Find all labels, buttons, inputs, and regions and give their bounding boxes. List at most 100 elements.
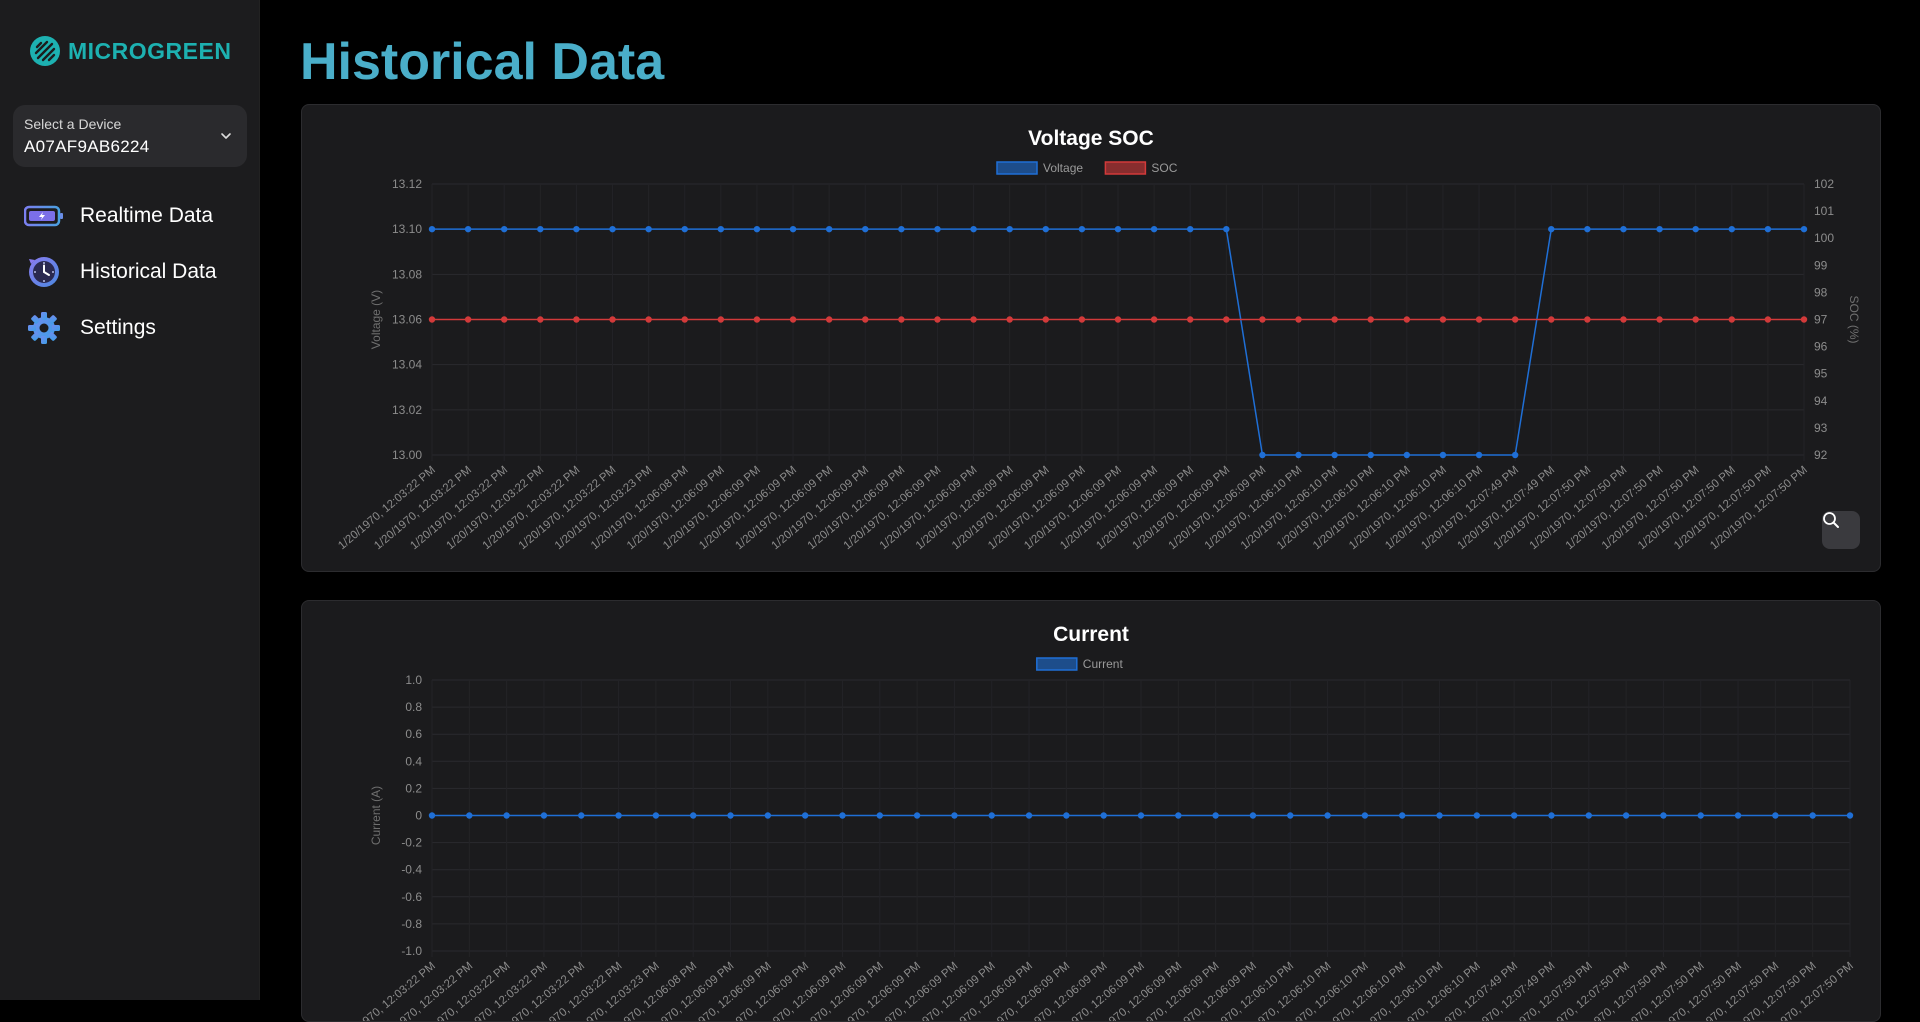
data-point-voltage — [754, 226, 760, 232]
data-point-voltage — [1079, 226, 1085, 232]
data-point-current — [989, 812, 995, 818]
y-tick-label: -1.0 — [401, 944, 422, 958]
y-tick-label: -0.4 — [401, 863, 422, 877]
sidebar-item-historical-data[interactable]: Historical Data — [0, 244, 259, 300]
data-point-current — [877, 812, 883, 818]
data-point-voltage — [609, 226, 615, 232]
zoom-button[interactable] — [1822, 511, 1860, 549]
legend-label: SOC — [1151, 161, 1177, 175]
data-point-current — [615, 812, 621, 818]
data-point-soc — [1187, 316, 1193, 322]
data-point-voltage — [501, 226, 507, 232]
data-point-voltage — [826, 226, 832, 232]
current-chart[interactable]: Current Current 1.0 0.8 0.6 0.4 0.2 0 -0.2 -0.4 -0… — [302, 601, 1880, 1021]
data-point-soc — [645, 316, 651, 322]
data-point-voltage — [1801, 226, 1807, 232]
y-tick-label: -0.6 — [401, 890, 422, 904]
data-point-current — [429, 812, 435, 818]
search-icon — [1822, 511, 1840, 529]
sidebar-item-label: Historical Data — [80, 260, 217, 284]
sidebar-item-realtime-data[interactable]: Realtime Data — [0, 188, 259, 244]
sidebar: MICROGREEN Select a Device A07AF9AB6224 — [0, 0, 260, 1000]
data-point-current — [1138, 812, 1144, 818]
data-point-current — [1362, 812, 1368, 818]
sidebar-item-label: Settings — [80, 316, 156, 340]
data-point-voltage — [1692, 226, 1698, 232]
data-point-current — [1511, 812, 1517, 818]
y-right-tick-label: 92 — [1814, 448, 1828, 462]
data-point-voltage — [1620, 226, 1626, 232]
y-right-tick-label: 95 — [1814, 367, 1828, 381]
y-right-tick-label: 102 — [1814, 177, 1834, 191]
data-point-soc — [1729, 316, 1735, 322]
data-point-soc — [862, 316, 868, 322]
data-point-soc — [898, 316, 904, 322]
data-point-soc — [1476, 316, 1482, 322]
chevron-down-icon — [219, 129, 233, 143]
data-point-soc — [1331, 316, 1337, 322]
data-point-soc — [1006, 316, 1012, 322]
data-point-current — [1847, 812, 1853, 818]
y-tick-label: 13.06 — [392, 313, 422, 327]
y-right-tick-label: 94 — [1814, 394, 1828, 408]
data-point-soc — [1512, 316, 1518, 322]
data-point-soc — [1801, 316, 1807, 322]
data-point-soc — [1043, 316, 1049, 322]
data-point-current — [1212, 812, 1218, 818]
device-select-value: A07AF9AB6224 — [24, 137, 150, 157]
data-point-voltage — [645, 226, 651, 232]
data-point-soc — [1115, 316, 1121, 322]
data-point-soc — [1404, 316, 1410, 322]
y-tick-label: 0.4 — [405, 754, 422, 768]
data-point-voltage — [465, 226, 471, 232]
data-point-soc — [754, 316, 760, 322]
y-right-tick-label: 101 — [1814, 204, 1834, 218]
current-chart-card: Current Current 1.0 0.8 0.6 0.4 0.2 0 -0.2 -0.4 -0… — [301, 600, 1881, 1022]
logo-text: MICROGREEN — [68, 38, 231, 65]
data-point-current — [1772, 812, 1778, 818]
data-point-current — [1287, 812, 1293, 818]
sidebar-item-settings[interactable]: Settings — [0, 300, 259, 356]
y-axis-title: Current (A) — [369, 786, 383, 845]
y-tick-label: 13.08 — [392, 267, 422, 281]
data-point-soc — [1692, 316, 1698, 322]
chart-title: Voltage SOC — [1028, 127, 1154, 150]
voltage-soc-chart[interactable]: Voltage SOC Voltage SOC 13.12 13.10 13.08 13.0… — [302, 105, 1880, 571]
device-select-label: Select a Device — [24, 116, 121, 132]
data-point-current — [1586, 812, 1592, 818]
data-point-voltage — [1331, 452, 1337, 458]
data-point-voltage — [718, 226, 724, 232]
y-right-tick-label: 96 — [1814, 340, 1828, 354]
data-point-voltage — [1187, 226, 1193, 232]
y-tick-label: 0.8 — [405, 700, 422, 714]
data-point-current — [1399, 812, 1405, 818]
data-point-voltage — [1476, 452, 1482, 458]
data-point-voltage — [1259, 452, 1265, 458]
data-point-current — [727, 812, 733, 818]
logo[interactable]: MICROGREEN — [28, 34, 231, 68]
y-tick-label: 13.10 — [392, 222, 422, 236]
data-point-soc — [573, 316, 579, 322]
data-point-soc — [501, 316, 507, 322]
data-point-current — [1474, 812, 1480, 818]
data-point-voltage — [682, 226, 688, 232]
y-tick-label: 0.2 — [405, 781, 422, 795]
data-point-soc — [718, 316, 724, 322]
y-right-tick-label: 98 — [1814, 285, 1828, 299]
data-point-voltage — [862, 226, 868, 232]
data-point-voltage — [1512, 452, 1518, 458]
y-tick-label: 13.02 — [392, 403, 422, 417]
data-point-soc — [609, 316, 615, 322]
y-tick-label: 0 — [415, 809, 422, 823]
device-select[interactable]: Select a Device A07AF9AB6224 — [13, 105, 247, 167]
data-point-current — [1175, 812, 1181, 818]
y-right-tick-label: 99 — [1814, 258, 1828, 272]
y-tick-label: -0.2 — [401, 836, 422, 850]
data-point-current — [951, 812, 957, 818]
data-point-soc — [934, 316, 940, 322]
y-tick-label: 1.0 — [405, 673, 422, 687]
data-point-voltage — [1729, 226, 1735, 232]
data-point-current — [839, 812, 845, 818]
y-tick-label: 13.12 — [392, 177, 422, 191]
data-point-voltage — [1404, 452, 1410, 458]
